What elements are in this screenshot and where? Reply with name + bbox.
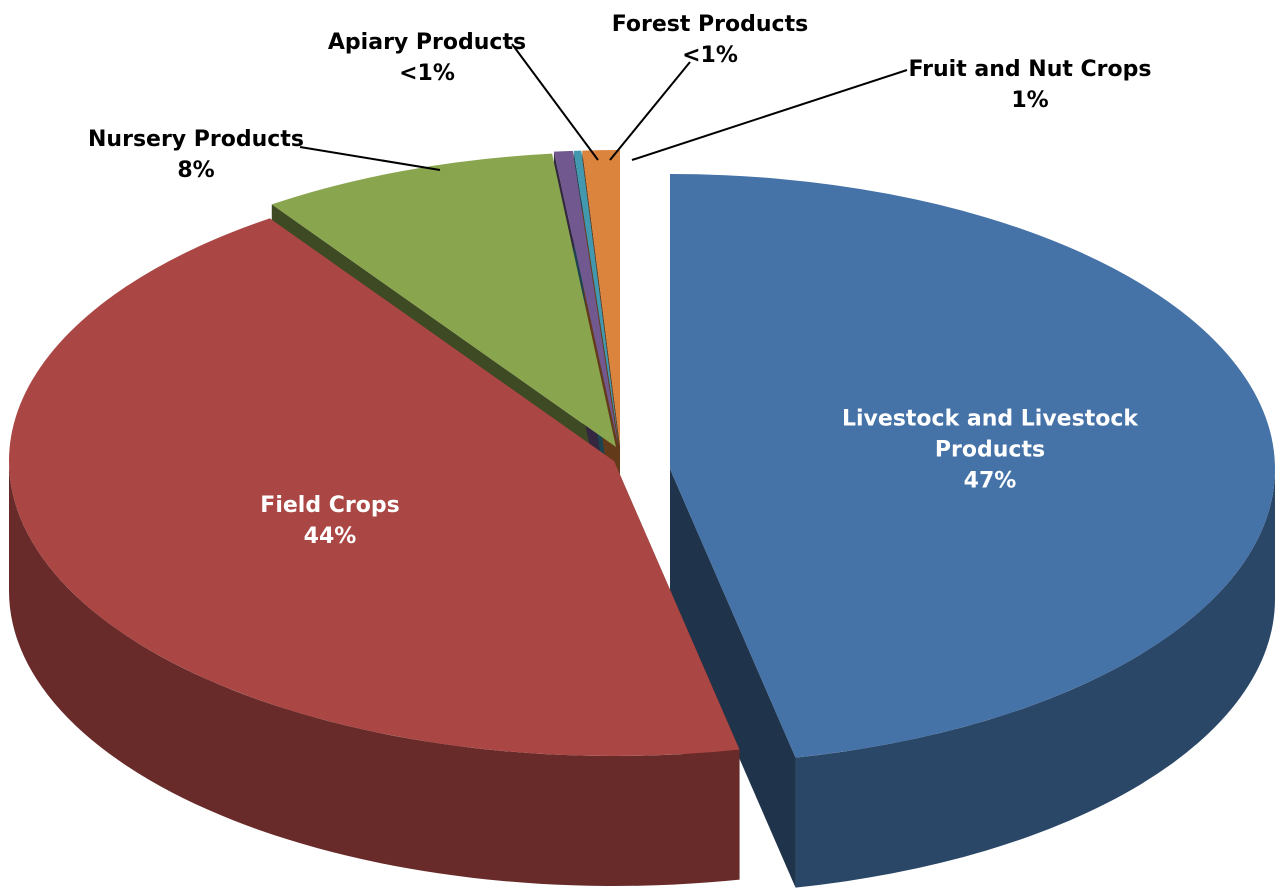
- slice: [670, 174, 1275, 758]
- slice-value: 8%: [177, 158, 215, 183]
- leader-line: [299, 146, 441, 171]
- slice-label: Field Crops 44%: [180, 490, 480, 552]
- slice-value: <1%: [682, 43, 738, 68]
- slice-value: 47%: [963, 468, 1017, 494]
- slice: [9, 218, 740, 756]
- slice-label: Forest Products <1%: [560, 9, 860, 71]
- slice-name: Nursery Products: [88, 127, 304, 152]
- slice-label: Fruit and Nut Crops 1%: [880, 54, 1180, 116]
- slice: [573, 150, 619, 446]
- slice: [553, 150, 618, 445]
- leader-line: [609, 61, 691, 161]
- slice-name: Field Crops: [260, 493, 400, 518]
- slice-name: Forest Products: [611, 12, 809, 37]
- slice: [271, 153, 616, 447]
- slice-name: Livestock and Livestock Products: [841, 406, 1138, 463]
- leader-line: [631, 69, 908, 161]
- slice-radial-side: [670, 469, 796, 888]
- leader-line: [511, 43, 599, 161]
- slice-label: Livestock and Livestock Products 47%: [825, 404, 1155, 497]
- slice-outer-side: [795, 469, 1275, 888]
- slice-label: Nursery Products 8%: [46, 124, 346, 186]
- slice-label: Apiary Products <1%: [277, 27, 577, 89]
- slice-value: 1%: [1011, 88, 1049, 113]
- slice-name: Apiary Products: [327, 30, 527, 55]
- slice-name: Fruit and Nut Crops: [908, 57, 1152, 82]
- slice: [582, 150, 620, 445]
- slice-value: <1%: [399, 61, 455, 86]
- slice-value: 44%: [303, 524, 357, 549]
- slice-outer-side: [9, 461, 740, 887]
